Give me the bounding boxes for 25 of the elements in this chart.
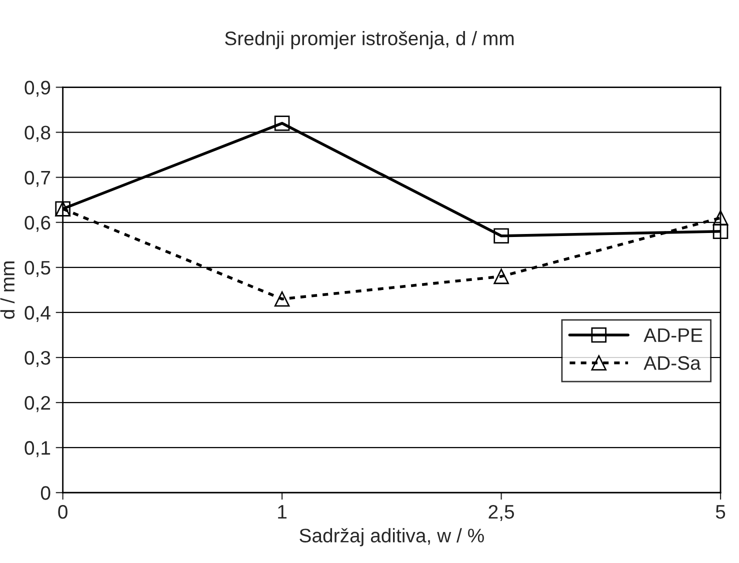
point [274, 291, 290, 307]
x-tick-label: 5 [716, 505, 726, 519]
y-tick-label: 0,1 [24, 441, 50, 458]
y-tick-label: 0,7 [24, 170, 50, 187]
x-tick-label: 2,5 [488, 504, 514, 522]
point [274, 116, 290, 131]
y-tick-label: 0,4 [24, 306, 50, 322]
point [712, 224, 728, 240]
y-tick-label: 0,5 [24, 260, 50, 277]
y-tick-label: 0,9 [24, 80, 50, 97]
legend-label: AD-Sa [644, 356, 701, 370]
y-tick-label: 0,2 [24, 396, 50, 412]
point [494, 228, 509, 244]
y-tick-label: 0 [40, 486, 50, 500]
x-tick-label: 1 [278, 505, 287, 519]
x-tick-label: 0 [58, 504, 68, 519]
y-tick-label: 0,6 [24, 216, 50, 232]
y-tick-label: 0,3 [24, 350, 50, 368]
y-tick-label: 0,8 [24, 126, 50, 142]
chart-title: Srednji promjer istrošenja, d / mm [225, 30, 514, 50]
y-axis-title: d / mm [0, 262, 15, 319]
legend-label: AD-PE [644, 328, 702, 342]
x-axis-title: Sadržaj aditiva, w / % [300, 528, 484, 546]
point [712, 210, 728, 226]
point [494, 268, 509, 284]
